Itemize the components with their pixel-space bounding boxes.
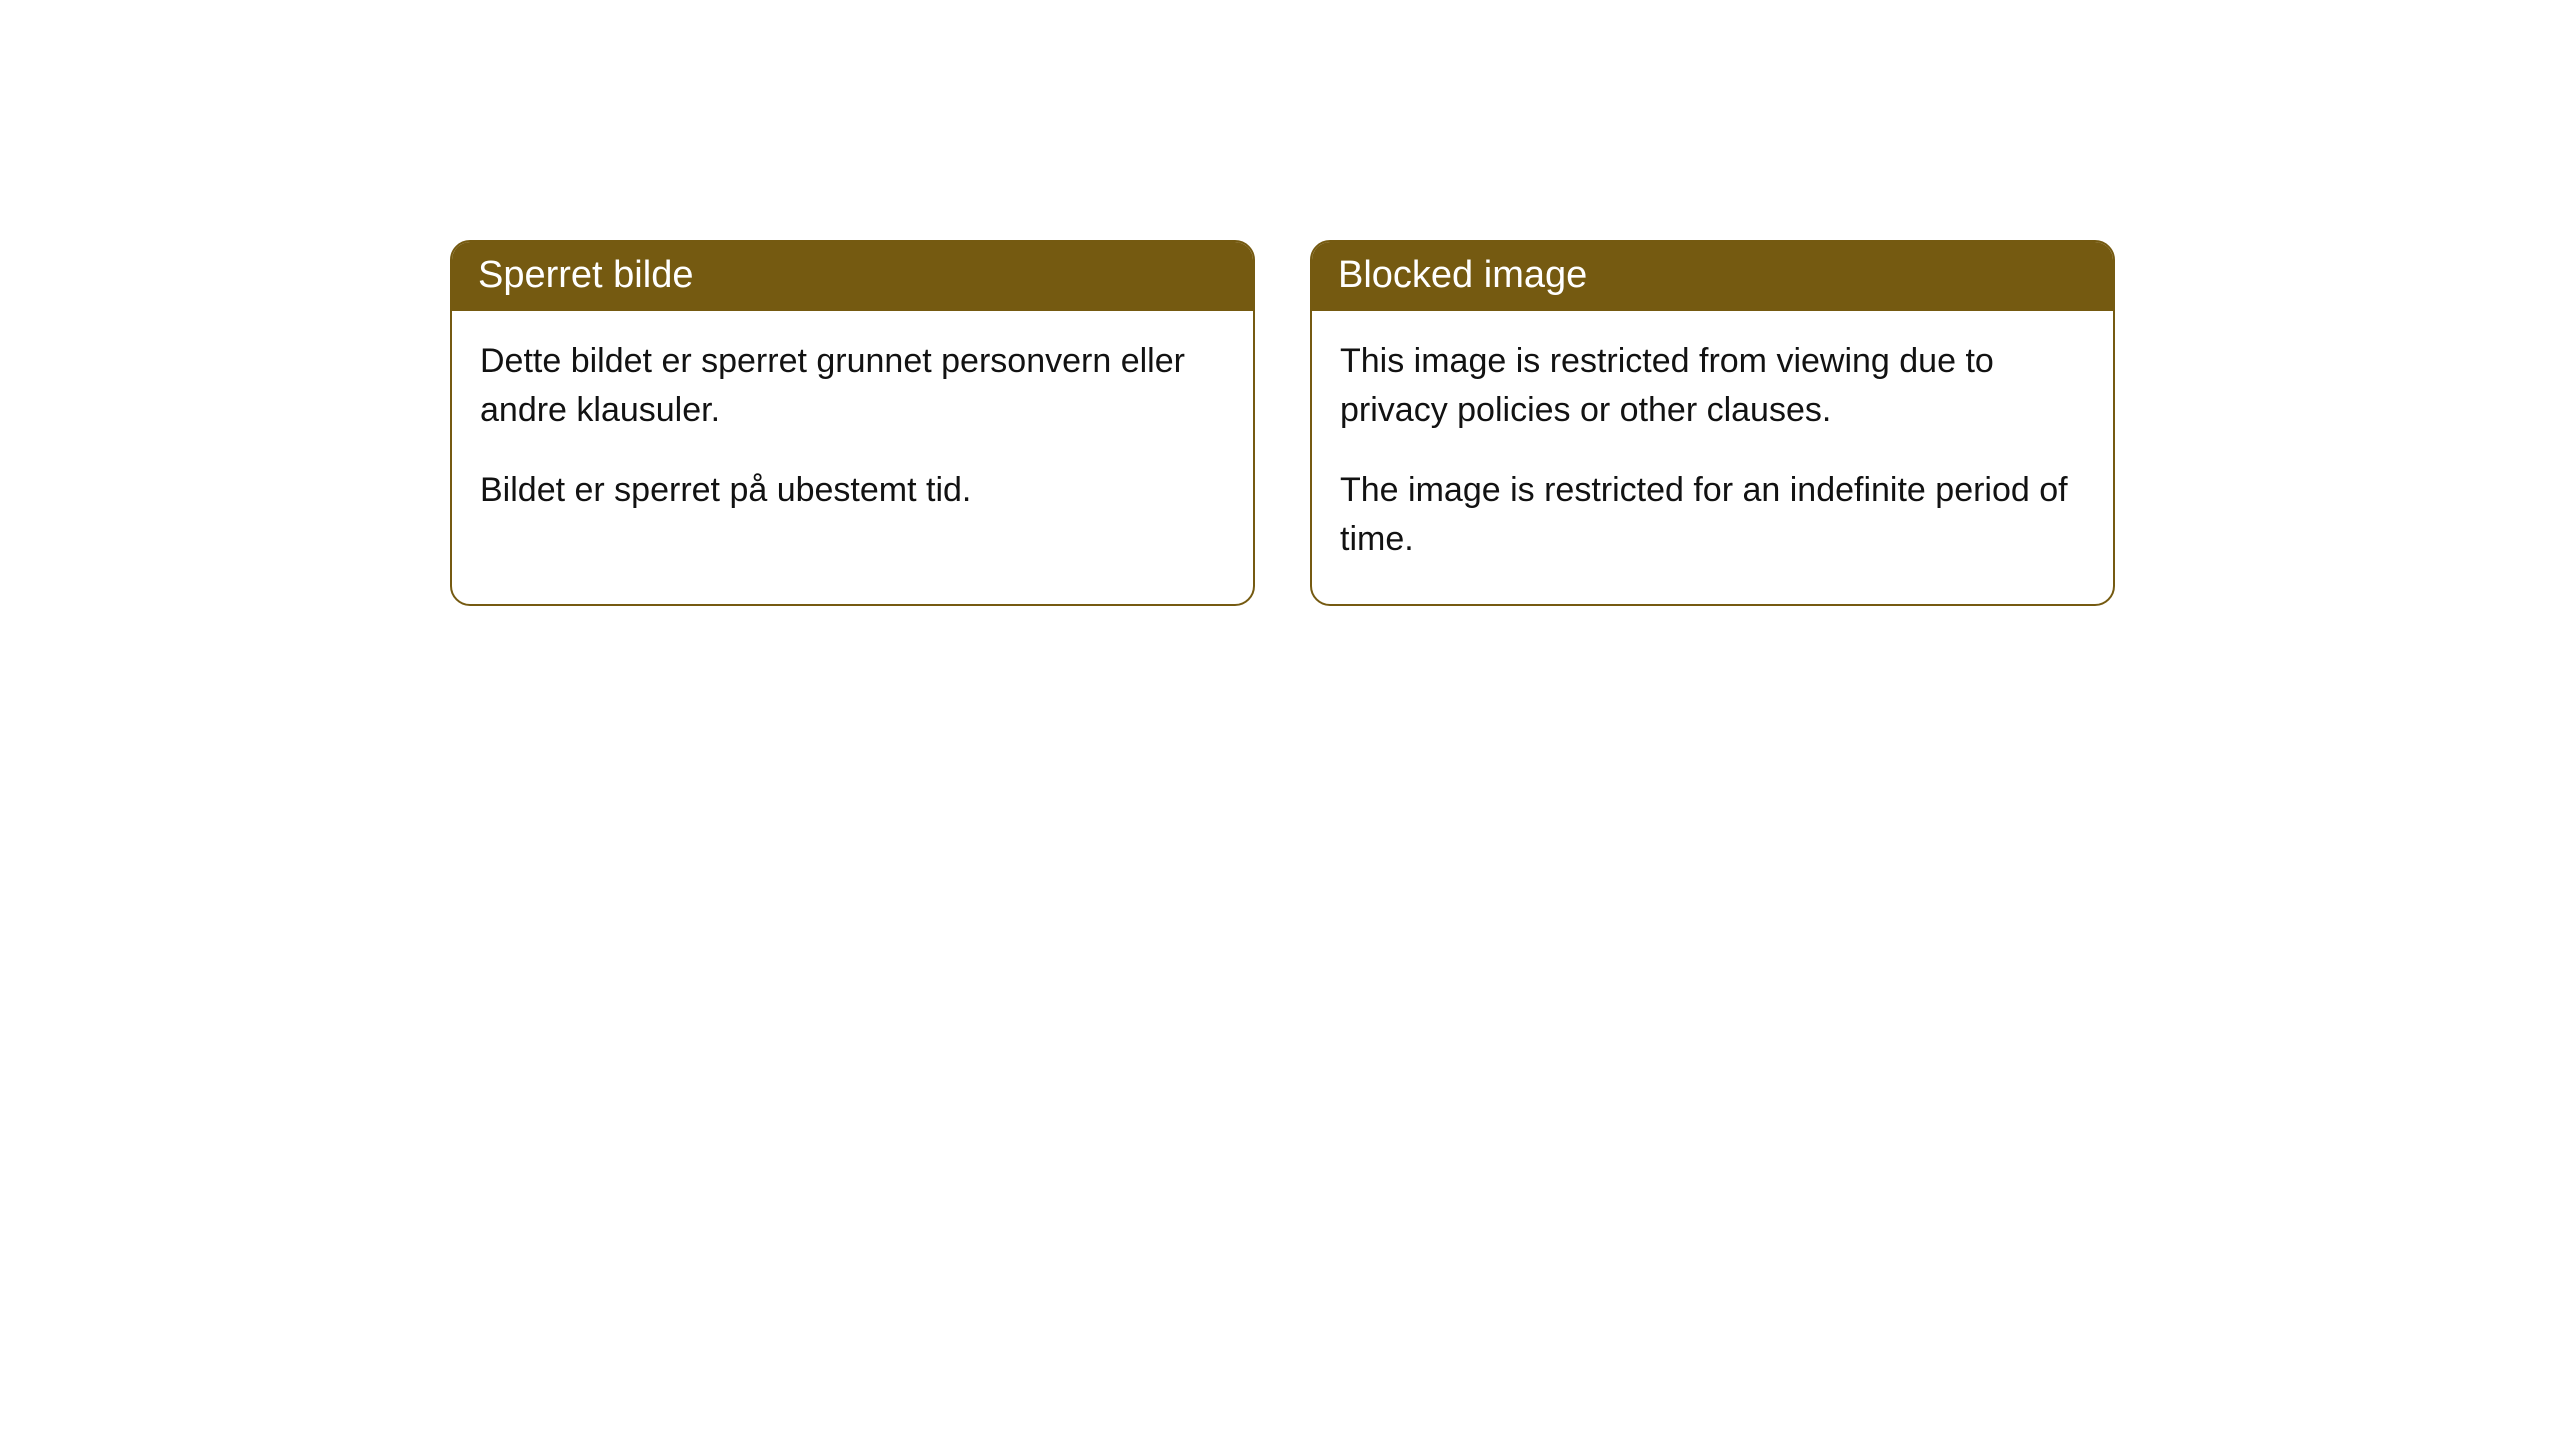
blocked-image-card-no: Sperret bilde Dette bildet er sperret gr…: [450, 240, 1255, 606]
card-body: This image is restricted from viewing du…: [1312, 311, 2113, 604]
card-title: Sperret bilde: [452, 242, 1253, 311]
card-paragraph: This image is restricted from viewing du…: [1340, 337, 2085, 436]
card-paragraph: Dette bildet er sperret grunnet personve…: [480, 337, 1225, 436]
card-body: Dette bildet er sperret grunnet personve…: [452, 311, 1253, 555]
card-paragraph: The image is restricted for an indefinit…: [1340, 466, 2085, 565]
blocked-image-card-en: Blocked image This image is restricted f…: [1310, 240, 2115, 606]
notice-container: Sperret bilde Dette bildet er sperret gr…: [0, 0, 2560, 606]
card-paragraph: Bildet er sperret på ubestemt tid.: [480, 466, 1225, 515]
card-title: Blocked image: [1312, 242, 2113, 311]
